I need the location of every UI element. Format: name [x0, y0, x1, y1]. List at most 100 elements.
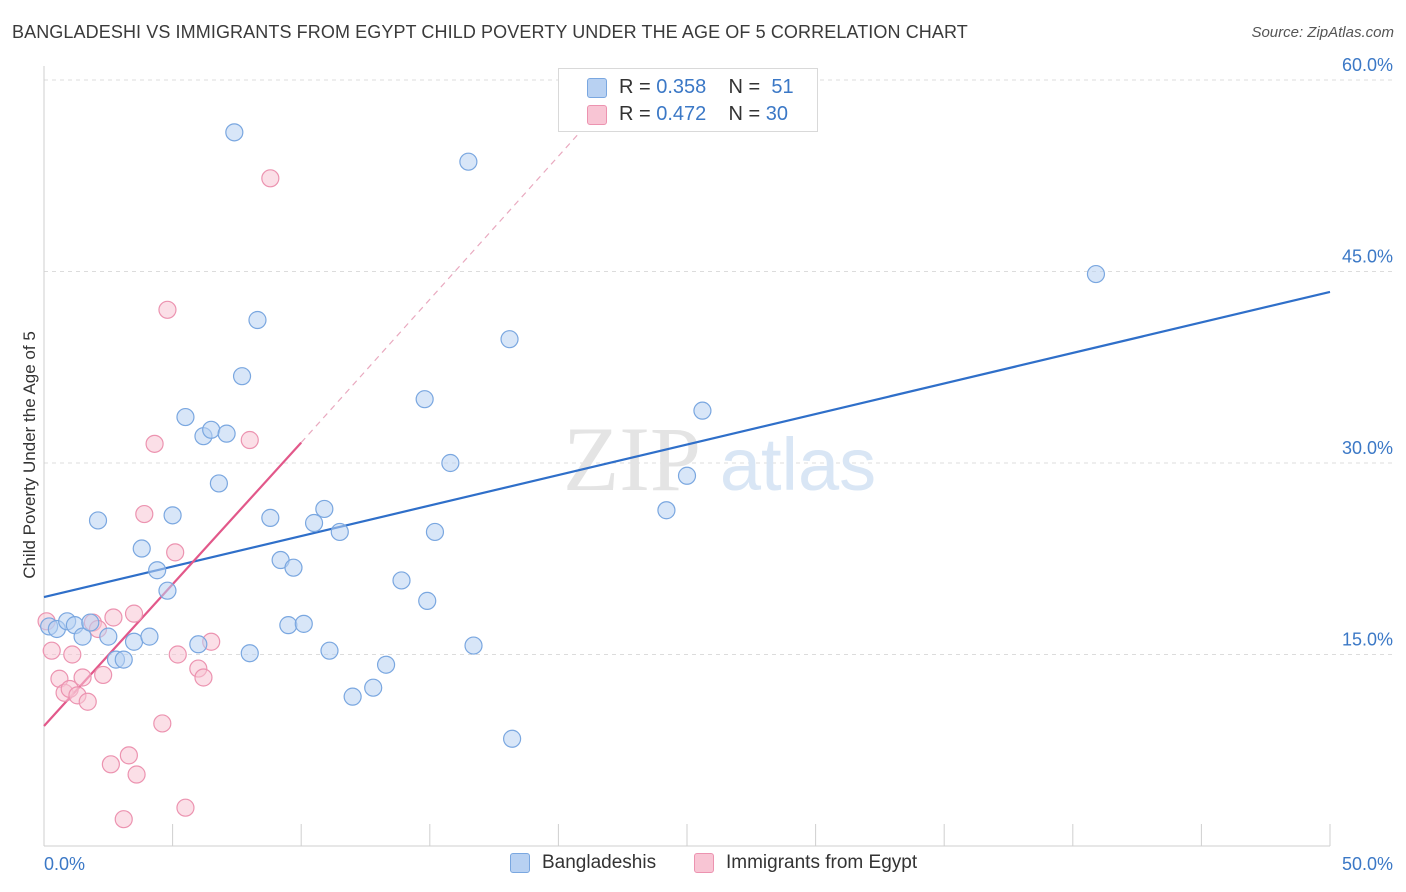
- bangladeshi-point: [140, 627, 159, 646]
- bangladeshi-point: [441, 453, 460, 473]
- bangladeshi-point: [261, 508, 280, 527]
- egypt-point: [94, 665, 113, 685]
- bangladeshi-point: [343, 687, 362, 706]
- egypt-point: [135, 504, 154, 524]
- bangladeshi-point: [248, 310, 267, 330]
- egypt-trend-extension: [300, 124, 588, 443]
- bangladeshi-point: [1086, 264, 1106, 284]
- bangladeshi-point: [415, 390, 434, 409]
- bangladeshi-point: [464, 636, 483, 655]
- data-points: [37, 123, 1106, 829]
- legend-swatch-pink: [587, 105, 607, 125]
- bangladeshi-point: [425, 522, 445, 542]
- egypt-point: [63, 645, 82, 664]
- egypt-point: [124, 604, 144, 623]
- bangladeshi-point: [209, 474, 228, 493]
- r-label: R =: [619, 103, 657, 125]
- bangladeshi-point: [240, 644, 259, 663]
- bangladeshi-point: [279, 616, 298, 635]
- r-label: R =: [619, 76, 657, 98]
- bangladeshi-point: [315, 499, 334, 519]
- legend-stats: R = 0.472 N = 30: [619, 103, 788, 126]
- bottom-legend-swatch-pink: [694, 853, 714, 873]
- bangladeshi-point: [330, 522, 349, 542]
- bottom-legend-label: Immigrants from Egypt: [726, 852, 918, 873]
- r-value: 0.472: [656, 103, 707, 125]
- bangladeshi-point: [148, 561, 167, 580]
- egypt-point: [73, 668, 92, 687]
- x-tick-label: 50.0%: [1342, 854, 1393, 874]
- bangladeshi-point: [99, 627, 118, 646]
- x-tick-label: 0.0%: [44, 854, 85, 874]
- y-tick-label: 15.0%: [1342, 630, 1393, 650]
- grid-lines: [44, 79, 1394, 655]
- bangladeshi-point: [158, 581, 177, 600]
- bangladeshi-point: [132, 539, 151, 558]
- bangladeshi-point: [459, 152, 478, 171]
- bangladeshi-point: [294, 614, 313, 633]
- legend-swatch-blue: [587, 78, 607, 98]
- legend-stats: R = 0.358 N = 51: [619, 76, 794, 99]
- egypt-point: [176, 798, 195, 817]
- egypt-point: [114, 810, 133, 829]
- bangladeshi-point: [500, 330, 519, 349]
- n-label: N =: [728, 76, 766, 98]
- bangladeshi-point: [503, 729, 522, 748]
- egypt-point: [145, 434, 164, 453]
- egypt-point: [261, 169, 280, 188]
- y-tick-label: 60.0%: [1342, 55, 1393, 75]
- bottom-legend-label: Bangladeshis: [542, 852, 657, 873]
- bangladeshi-point: [364, 678, 383, 697]
- bangladeshi-point: [88, 511, 108, 530]
- bangladeshi-point: [693, 401, 712, 420]
- bangladeshi-point: [657, 501, 676, 520]
- y-tick-label: 45.0%: [1342, 247, 1393, 267]
- egypt-point: [119, 746, 138, 765]
- n-value: 51: [771, 76, 794, 98]
- bangladeshi-trend-line: [43, 290, 1331, 599]
- bangladeshi-point: [163, 506, 182, 525]
- egypt-point: [240, 430, 259, 450]
- egypt-point: [104, 608, 123, 627]
- bangladeshi-point: [284, 558, 303, 577]
- bangladeshi-point: [392, 571, 411, 590]
- bangladeshi-point: [677, 466, 697, 485]
- axes: [43, 66, 1331, 847]
- watermark-atlas: atlas: [720, 423, 876, 506]
- y-axis-label: Child Poverty Under the Age of 5: [20, 331, 39, 579]
- egypt-point: [42, 641, 61, 660]
- n-label: N =: [728, 103, 766, 125]
- bangladeshi-point: [418, 591, 437, 610]
- bangladeshi-point: [217, 424, 236, 443]
- bangladeshi-point: [189, 635, 208, 654]
- bangladeshi-point: [124, 632, 144, 651]
- egypt-point: [158, 300, 177, 319]
- tick-labels: 15.0% 30.0% 45.0% 60.0% 0.0% 50.0%: [44, 55, 1393, 874]
- egypt-point: [166, 543, 185, 562]
- bangladeshi-point: [376, 655, 396, 674]
- r-value: 0.358: [656, 76, 707, 98]
- egypt-point: [168, 645, 187, 664]
- bangladeshi-point: [73, 627, 92, 646]
- bangladeshi-point: [304, 513, 324, 533]
- egypt-point: [153, 714, 172, 733]
- egypt-point: [127, 765, 146, 784]
- bangladeshi-point: [81, 613, 100, 632]
- bangladeshi-point: [202, 420, 221, 439]
- watermark-zip: ZIP: [563, 408, 701, 510]
- watermark: ZIP atlas: [563, 408, 876, 510]
- bangladeshi-point: [232, 367, 252, 386]
- bangladeshi-point: [114, 650, 133, 669]
- chart-title: BANGLADESHI VS IMMIGRANTS FROM EGYPT CHI…: [12, 22, 968, 42]
- egypt-point: [194, 668, 213, 687]
- bangladeshi-point: [320, 641, 339, 660]
- n-value: 30: [765, 103, 789, 125]
- y-tick-label: 30.0%: [1342, 438, 1393, 458]
- correlation-legend: R = 0.358 N = 51 R = 0.472 N = 30: [558, 68, 818, 132]
- egypt-point: [101, 755, 120, 774]
- bangladeshi-point: [225, 123, 244, 142]
- bangladeshi-point: [176, 407, 195, 427]
- source-attribution: Source: ZipAtlas.com: [1251, 24, 1394, 41]
- egypt-point: [78, 692, 97, 711]
